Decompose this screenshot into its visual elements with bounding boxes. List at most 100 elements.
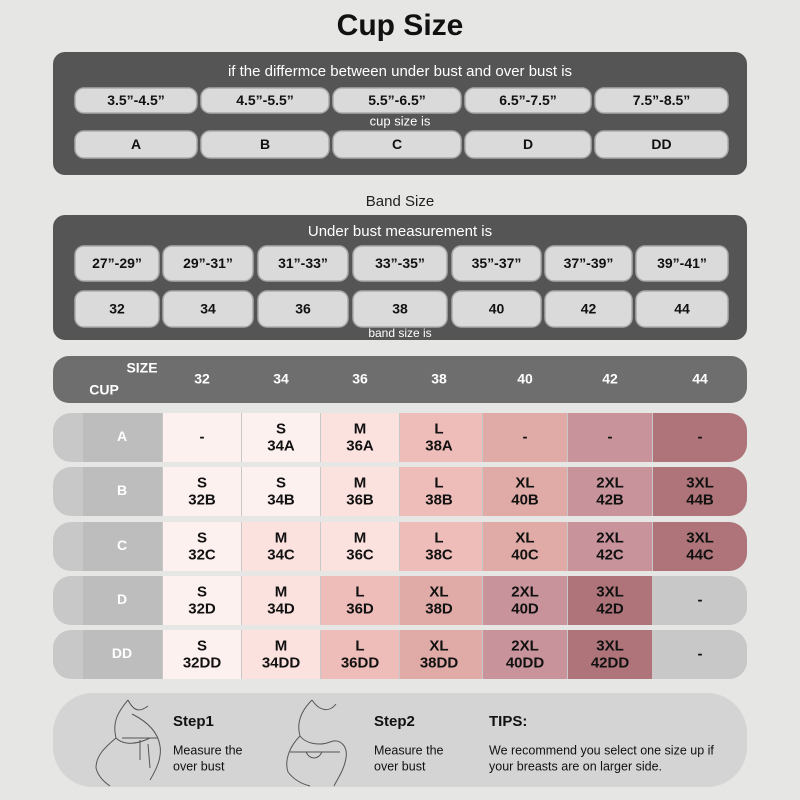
pill	[162, 290, 254, 328]
size-cell	[568, 522, 652, 571]
size-cell	[653, 630, 747, 679]
size-cell-text: 34DD	[262, 654, 301, 671]
tips-title: TIPS:	[489, 713, 527, 730]
row-label: A	[117, 428, 127, 444]
size-cell	[568, 630, 652, 679]
cup-range: 4.5”-5.5”	[236, 92, 294, 108]
size-cell-text: 36B	[346, 491, 374, 508]
column-size: 32	[194, 371, 210, 387]
size-cell-text: 42C	[596, 546, 624, 563]
size-cell-text: S	[276, 420, 286, 437]
size-cell-text: 42B	[596, 491, 624, 508]
size-cell	[163, 522, 241, 571]
size-cell	[653, 522, 747, 571]
pill	[594, 87, 729, 114]
size-cell	[163, 576, 241, 625]
size-cell	[400, 630, 482, 679]
size-cell-text: L	[434, 529, 443, 546]
size-cell	[400, 413, 482, 462]
size-cell	[163, 467, 241, 516]
band-footer: band size is	[368, 326, 431, 340]
size-cell-text: M	[354, 474, 367, 491]
pill	[332, 87, 462, 114]
size-cell	[483, 522, 567, 571]
pill	[200, 87, 330, 114]
pill	[74, 87, 198, 114]
size-cell	[653, 413, 747, 462]
size-cell-text: M	[275, 637, 288, 654]
column-size: 34	[273, 371, 289, 387]
pill	[74, 130, 198, 159]
size-cell-text: L	[355, 583, 364, 600]
table-row	[53, 522, 747, 571]
size-cell-text: 34A	[267, 437, 295, 454]
column-size: 44	[692, 371, 708, 387]
size-cell-text: 42D	[596, 600, 624, 617]
size-cell-text: 42DD	[591, 654, 630, 671]
size-cell-text: 38DD	[420, 654, 459, 671]
pill	[594, 130, 729, 159]
cup-letter: A	[131, 136, 141, 152]
figure-step2	[286, 699, 347, 787]
size-cell-text: 3XL	[596, 637, 624, 654]
size-cell-text: L	[434, 474, 443, 491]
size-cell-text: 2XL	[511, 583, 539, 600]
band-range: 37”-39”	[564, 255, 614, 271]
table-header	[53, 356, 747, 403]
size-cell-text: 2XL	[596, 474, 624, 491]
row-label: D	[117, 591, 127, 607]
corner-top: SIZE	[126, 360, 157, 376]
size-cell-text: -	[698, 645, 703, 662]
size-cell	[568, 413, 652, 462]
row-label: C	[117, 537, 127, 553]
row-label-bg	[83, 413, 162, 462]
size-cell-text: XL	[515, 529, 534, 546]
size-cell-text: 2XL	[596, 529, 624, 546]
step1-text: over bust	[173, 759, 225, 773]
step1-title: Step1	[173, 713, 214, 730]
corner-bottom: CUP	[89, 382, 119, 398]
size-cell	[321, 413, 399, 462]
size-cell	[483, 576, 567, 625]
size-cell	[321, 630, 399, 679]
size-cell-text: -	[200, 428, 205, 445]
cup-letter: B	[260, 136, 270, 152]
size-cell-text: 3XL	[686, 474, 714, 491]
step2-text: Measure the	[374, 743, 444, 757]
size-cell	[483, 413, 567, 462]
size-cell	[321, 522, 399, 571]
size-cell-text: 2XL	[511, 637, 539, 654]
band-label: Band Size	[366, 193, 434, 210]
column-size: 42	[602, 371, 618, 387]
band-range: 27”-29”	[92, 255, 142, 271]
size-cell-text: S	[197, 474, 207, 491]
size-cell	[242, 576, 320, 625]
size-cell	[321, 467, 399, 516]
band-size: 36	[295, 301, 311, 317]
band-range: 29”-31”	[183, 255, 233, 271]
pill	[257, 290, 349, 328]
size-cell-text: -	[698, 591, 703, 608]
pill	[451, 245, 542, 282]
size-cell-text: 36DD	[341, 654, 380, 671]
size-cell-text: S	[276, 474, 286, 491]
size-cell-text: M	[354, 529, 367, 546]
size-cell	[242, 413, 320, 462]
cup-range: 3.5”-4.5”	[107, 92, 165, 108]
band-size: 40	[489, 301, 505, 317]
row-label-bg	[83, 467, 162, 516]
size-cell-text: 38A	[425, 437, 453, 454]
band-size: 32	[109, 301, 125, 317]
row-label: B	[117, 482, 127, 498]
size-cell	[242, 630, 320, 679]
size-cell-text: M	[354, 420, 367, 437]
pill	[544, 245, 633, 282]
tips-text: your breasts are on larger side.	[489, 759, 662, 773]
band-size: 38	[392, 301, 408, 317]
table-row	[53, 630, 747, 679]
size-cell-text: 38B	[425, 491, 453, 508]
cup-letter: C	[392, 136, 402, 152]
size-cell-text: 36C	[346, 546, 374, 563]
size-cell-text: 34C	[267, 546, 295, 563]
